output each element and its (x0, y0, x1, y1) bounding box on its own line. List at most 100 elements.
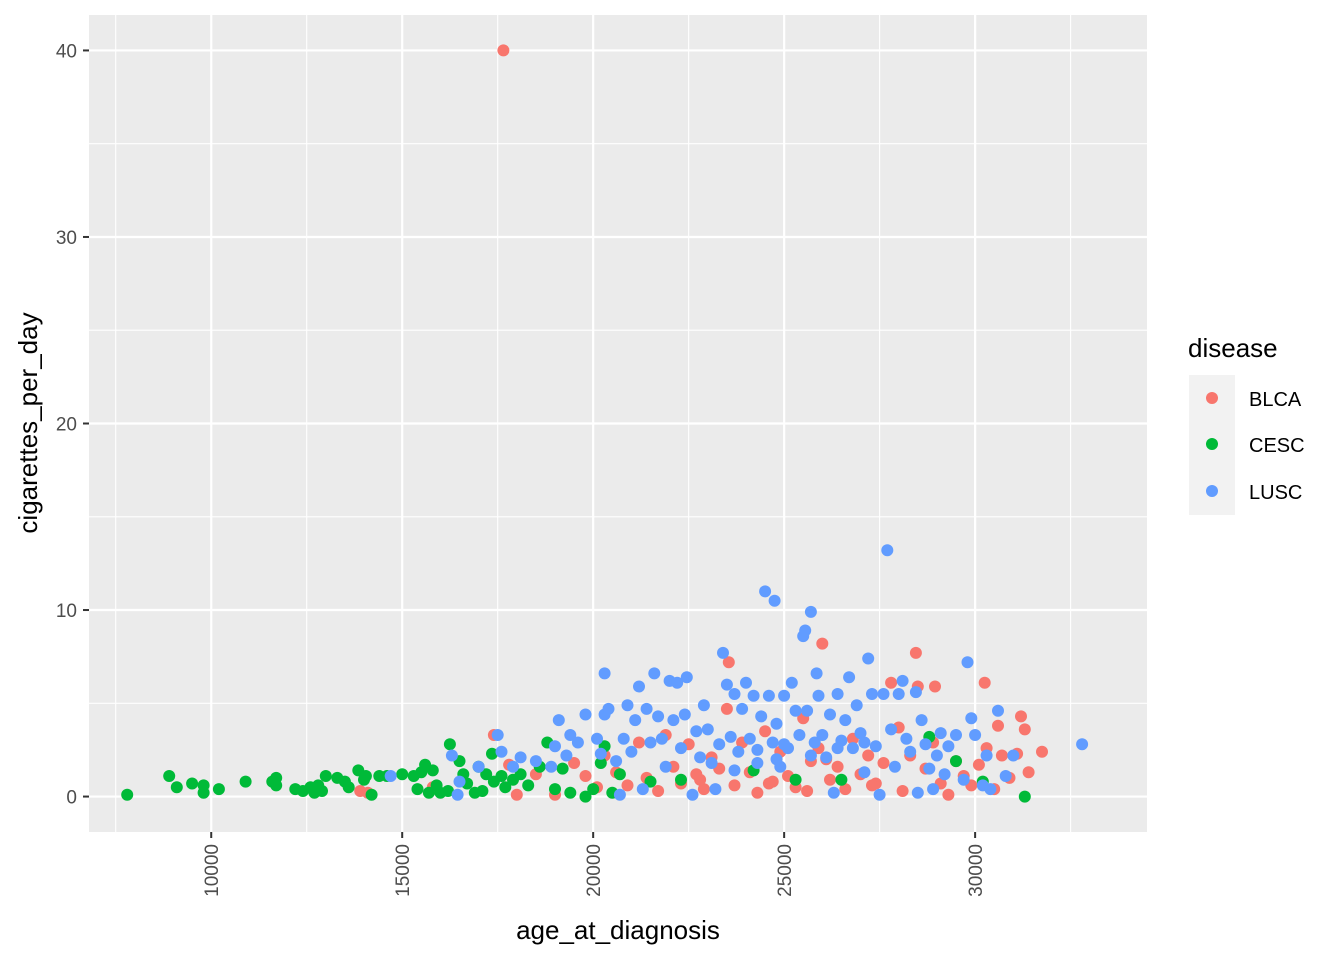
point-blca (722, 656, 735, 669)
point-blca (728, 779, 741, 792)
point-lusc (820, 751, 833, 764)
x-axis: 10000 15000 20000 25000 30000 (202, 832, 987, 897)
point-cesc (442, 785, 454, 797)
point-blca (885, 676, 898, 689)
point-lusc (984, 783, 997, 796)
point-lusc (896, 674, 909, 687)
point-lusc (770, 717, 783, 730)
point-lusc (617, 732, 630, 745)
point-lusc (768, 594, 781, 607)
point-lusc (999, 770, 1012, 782)
point-cesc (587, 783, 600, 796)
legend-key-lusc (1206, 485, 1218, 497)
point-blca (942, 788, 955, 801)
point-lusc (564, 729, 577, 741)
y-tick-label: 20 (56, 415, 77, 436)
point-blca (801, 785, 814, 797)
point-cesc (443, 738, 456, 751)
point-cesc (121, 788, 134, 801)
point-lusc (808, 736, 821, 749)
point-cesc (644, 775, 657, 788)
point-blca (1018, 723, 1031, 736)
point-lusc (709, 783, 722, 796)
point-cesc (1018, 790, 1031, 803)
legend-label-cesc: CESC (1249, 435, 1305, 457)
point-lusc (854, 727, 867, 740)
point-lusc (640, 702, 653, 715)
point-lusc (810, 667, 823, 680)
point-lusc (751, 757, 764, 769)
point-cesc (495, 770, 508, 782)
point-cesc (613, 768, 626, 781)
point-lusc (667, 714, 680, 727)
point-lusc (892, 688, 905, 700)
x-tick-label: 30000 (966, 844, 987, 897)
point-cesc (396, 768, 409, 781)
point-cesc (270, 779, 283, 792)
point-cesc (480, 768, 493, 781)
y-axis: 0 10 20 30 40 (56, 41, 89, 809)
point-lusc (961, 656, 974, 669)
point-lusc (900, 732, 913, 745)
point-cesc (594, 757, 607, 769)
point-blca (759, 725, 772, 738)
point-blca (929, 680, 941, 693)
point-cesc (422, 786, 435, 799)
point-lusc (869, 740, 882, 753)
point-blca (720, 702, 733, 715)
x-tick-label: 10000 (202, 844, 223, 897)
major-gridlines (89, 15, 1147, 832)
point-cesc (950, 755, 962, 768)
point-cesc (163, 770, 176, 782)
point-cesc (426, 764, 439, 777)
point-lusc (529, 755, 542, 768)
point-lusc (831, 742, 844, 755)
point-lusc (652, 710, 665, 723)
point-lusc (610, 755, 623, 768)
point-cesc (186, 777, 199, 790)
y-axis-title: cigarettes_per_day (13, 312, 43, 533)
point-blca (909, 646, 922, 659)
point-blca (697, 783, 710, 796)
point-lusc (445, 749, 458, 762)
point-cesc (499, 781, 512, 794)
point-lusc (625, 745, 638, 758)
point-blca (1015, 710, 1027, 723)
point-lusc (579, 708, 592, 721)
point-lusc (659, 760, 672, 773)
point-lusc (552, 714, 565, 727)
x-tick-label: 15000 (393, 844, 414, 897)
point-lusc (678, 708, 691, 721)
point-lusc (755, 710, 768, 723)
point-lusc (594, 747, 607, 760)
point-lusc (873, 788, 886, 801)
point-lusc (514, 751, 527, 764)
point-lusc (778, 738, 791, 751)
x-tick-label: 25000 (775, 844, 796, 897)
point-lusc (793, 729, 806, 741)
legend-key-cesc (1206, 438, 1218, 450)
point-cesc (476, 785, 489, 797)
point-blca (1022, 766, 1035, 779)
point-lusc (629, 714, 642, 727)
point-lusc (549, 740, 561, 753)
legend: disease BLCA CESC LUSC (1188, 333, 1305, 515)
point-lusc (686, 788, 699, 801)
point-blca (579, 770, 592, 782)
legend-title: disease (1188, 333, 1278, 363)
point-lusc (507, 760, 519, 773)
point-lusc (602, 702, 615, 715)
point-lusc (804, 749, 817, 762)
point-lusc (451, 788, 464, 801)
point-blca (866, 779, 878, 792)
point-cesc (411, 783, 424, 796)
data-points (121, 44, 1089, 803)
point-lusc (690, 725, 703, 738)
point-lusc (930, 749, 943, 762)
x-axis-title: age_at_diagnosis (516, 915, 720, 945)
point-lusc (740, 676, 752, 689)
point-lusc (843, 671, 856, 684)
point-lusc (789, 704, 802, 717)
point-lusc (705, 757, 718, 769)
point-lusc (866, 688, 878, 700)
